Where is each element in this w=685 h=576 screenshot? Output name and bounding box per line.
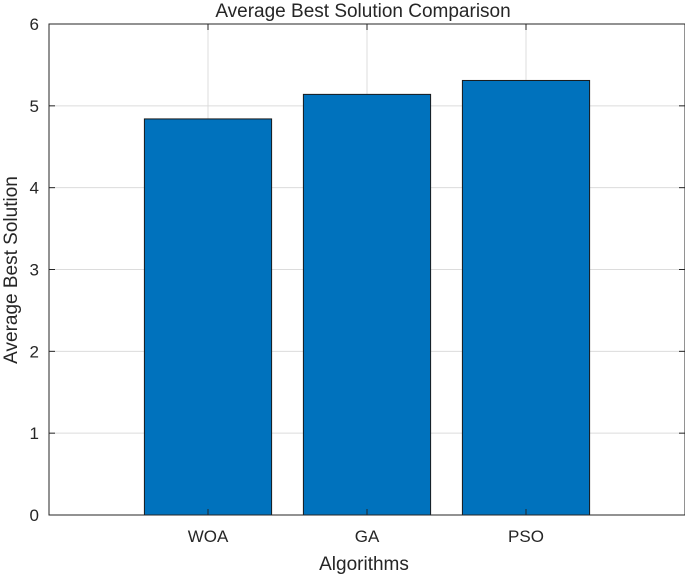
bar-woa (143, 118, 273, 516)
y-tick-label: 5 (30, 97, 39, 116)
x-tick-label: WOA (188, 527, 229, 546)
y-axis-label: Average Best Solution (1, 176, 22, 364)
bar-ga (302, 93, 432, 516)
y-tick-label: 6 (30, 15, 39, 34)
x-tick-label: PSO (508, 527, 544, 546)
bar-pso (461, 79, 591, 516)
y-tick-label: 4 (30, 179, 39, 198)
x-tick-label: GA (355, 527, 380, 546)
x-axis-label: Algorithms (319, 554, 409, 575)
bars-group (143, 79, 591, 516)
y-axis-ticks: 0 1 2 3 4 5 6 (30, 15, 685, 525)
x-axis-ticks: WOA GA PSO (188, 24, 544, 546)
y-tick-label: 0 (30, 506, 39, 525)
y-tick-label: 2 (30, 342, 39, 361)
y-tick-label: 1 (30, 424, 39, 443)
y-tick-label: 3 (30, 261, 39, 280)
chart-title: Average Best Solution Comparison (215, 1, 510, 22)
